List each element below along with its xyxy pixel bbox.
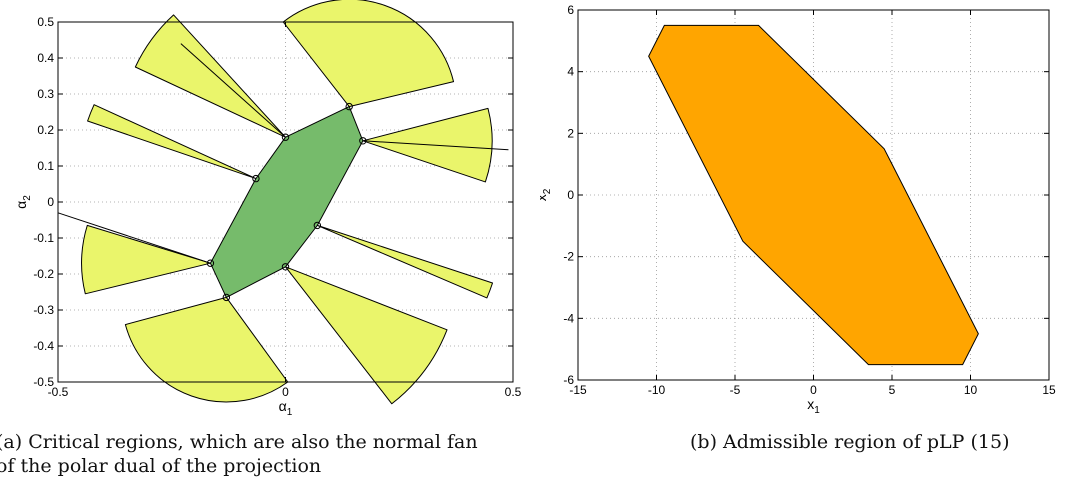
vertex-marker <box>281 133 290 141</box>
chart-b-ticks: -15 -10 -5 0 5 10 15 6 4 2 0 -2 -4 -6 <box>563 3 1056 397</box>
y-tick-label: -0.2 <box>33 267 54 281</box>
chart-b: -15 -10 -5 0 5 10 15 6 4 2 0 -2 -4 -6 x1 x2 <box>540 3 1056 416</box>
x-tick-label: -5 <box>730 383 741 397</box>
y-tick-label: -4 <box>563 311 574 325</box>
vertex-marker <box>222 293 231 302</box>
y-tick-label: -0.3 <box>33 303 54 317</box>
vertex-marker <box>313 221 322 230</box>
y-tick-label: 2 <box>567 126 574 140</box>
caption-a: (a) Critical regions, which are also the… <box>0 430 516 478</box>
central-critical-region <box>209 105 364 299</box>
vertex-marker <box>359 137 367 145</box>
x-tick-label: 0 <box>282 385 289 399</box>
region-boundary <box>362 140 509 151</box>
critical-region <box>282 0 455 108</box>
x-tick-label: -15 <box>569 383 587 397</box>
vertex-marker <box>345 102 353 111</box>
y-tick-label: 0.1 <box>37 159 54 173</box>
vertex-marker <box>252 174 260 183</box>
y-tick-label: 0.3 <box>37 87 54 101</box>
vertex-marker <box>206 259 215 267</box>
critical-region <box>87 104 257 180</box>
chart-b-ylabel: x2 <box>540 188 553 201</box>
chart-a-ticks: -0.5 0 0.5 0.5 0.4 0.3 0.2 0.1 0 -0.1 -0.2 -0.3 -0.4… <box>33 15 521 399</box>
chart-a: -0.5 0 0.5 0.5 0.4 0.3 0.2 0.1 0 -0.1 -0.2 -0.3 -0.4… <box>13 0 522 418</box>
critical-region <box>285 266 448 405</box>
chart-a-central-region <box>209 105 364 299</box>
critical-region <box>81 224 211 295</box>
y-tick-label: -0.1 <box>33 231 54 245</box>
x-tick-label: 0 <box>810 383 817 397</box>
chart-a-ylabel: α2 <box>13 195 33 209</box>
x-tick-label: -0.5 <box>48 385 69 399</box>
x-tick-label: -10 <box>648 383 666 397</box>
caption-b: (b) Admissible region of pLP (15) <box>690 431 1010 453</box>
chart-b-admissible-region <box>648 24 979 366</box>
y-tick-label: -0.5 <box>33 375 54 389</box>
y-tick-label: 0.5 <box>37 15 54 29</box>
y-tick-label: -6 <box>563 373 574 387</box>
critical-region <box>316 224 494 299</box>
y-tick-label: 4 <box>567 65 574 79</box>
chart-a-vertices <box>206 102 367 302</box>
y-tick-label: 0 <box>47 195 54 209</box>
caption-a-line-1: (a) Critical regions, which are also the… <box>0 431 478 453</box>
x-tick-label: 0.5 <box>505 385 522 399</box>
y-tick-label: -2 <box>563 250 574 264</box>
critical-region <box>124 296 289 403</box>
x-tick-label: 15 <box>1042 383 1056 397</box>
y-tick-label: -0.4 <box>33 339 54 353</box>
chart-a-xlabel: α1 <box>279 398 293 418</box>
x-tick-label: 5 <box>889 383 896 397</box>
x-tick-label: 10 <box>964 383 978 397</box>
chart-a-regions <box>57 0 509 405</box>
y-tick-label: 6 <box>567 3 574 17</box>
region-boundary <box>180 43 286 138</box>
y-tick-label: 0 <box>567 188 574 202</box>
region-boundary <box>57 212 211 264</box>
critical-region <box>134 14 286 138</box>
y-tick-label: 0.2 <box>37 123 54 137</box>
vertex-marker <box>281 263 290 271</box>
caption-a-line-2: of the polar dual of the projection <box>0 455 322 477</box>
y-tick-label: 0.4 <box>37 51 54 65</box>
chart-b-xlabel: x1 <box>807 396 820 416</box>
